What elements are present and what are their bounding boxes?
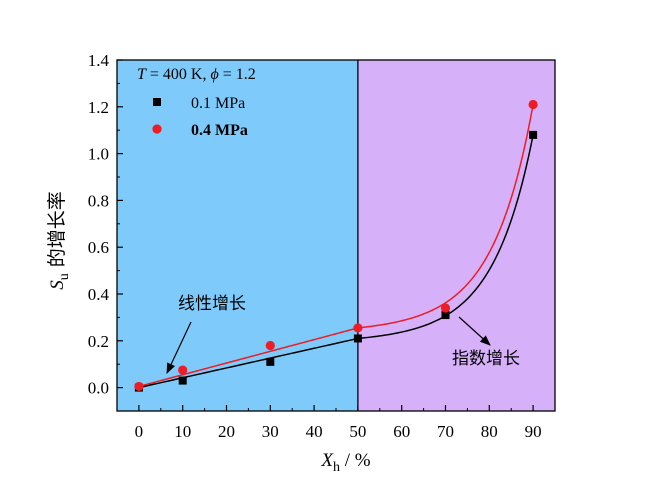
x-axis-symbol: X (320, 450, 334, 471)
x-tick-label-50: 50 (349, 422, 366, 441)
x-tick-label-60: 60 (393, 422, 410, 441)
data-point-s1-3 (353, 334, 362, 343)
x-axis-title: Xh / % (320, 450, 370, 475)
x-tick-label-10: 10 (174, 422, 191, 441)
y-tick-label-0.4: 0.4 (88, 285, 110, 304)
data-point-s1-2 (266, 357, 275, 366)
data-point-s2-3 (353, 323, 363, 333)
data-point-s2-1 (178, 365, 188, 375)
x-tick-label-0: 0 (135, 422, 144, 441)
y-tick-label-1: 1.0 (88, 145, 109, 164)
data-point-s2-2 (265, 340, 275, 351)
y-tick-label-0.2: 0.2 (88, 332, 109, 351)
y-tick-label-0: 0.0 (88, 379, 109, 398)
data-point-s1-5 (529, 130, 538, 139)
phi-value: = 1.2 (219, 66, 256, 83)
x-tick-label-90: 90 (525, 422, 542, 441)
y-axis-text: 的增长率 (46, 191, 68, 273)
x-tick-label-30: 30 (262, 422, 279, 441)
condition-label: T = 400 K, ϕ = 1.2 (137, 66, 256, 83)
exponential-growth-label: 指数增长 (452, 349, 520, 369)
data-point-s2-0 (134, 381, 144, 392)
legend-marker-2 (152, 124, 162, 134)
y-tick-label-1.4: 1.4 (88, 51, 110, 70)
fit-curve-2 (138, 104, 534, 388)
phi-symbol: ϕ (210, 66, 218, 83)
x-axis-unit: / % (340, 450, 371, 471)
y-tick-label-0.6: 0.6 (88, 238, 109, 257)
exponential-region (357, 60, 555, 411)
data-point-s1-4 (441, 311, 450, 320)
linear-growth-arrow (166, 321, 192, 374)
x-tick-label-80: 80 (481, 422, 498, 441)
data-point-s1-1 (178, 376, 187, 385)
temperature-symbol: T (137, 66, 147, 83)
y-axis-title: Su 的增长率 (46, 191, 72, 290)
temperature-value: = 400 K, (146, 66, 211, 83)
legend-label-2: 0.4 MPa (191, 122, 248, 139)
y-axis-subscript: u (57, 273, 72, 280)
exponential-growth-arrow (458, 316, 491, 346)
linear-region (117, 60, 358, 411)
x-tick-label-20: 20 (218, 422, 235, 441)
x-tick-label-70: 70 (437, 422, 454, 441)
x-tick-label-40: 40 (306, 422, 323, 441)
linear-growth-label: 线性增长 (178, 294, 246, 314)
data-point-s2-4 (440, 303, 451, 313)
y-tick-label-0.8: 0.8 (88, 191, 109, 210)
legend-marker-1 (153, 98, 161, 106)
legend-label-1: 0.1 MPa (191, 95, 245, 112)
y-tick-label-1.2: 1.2 (88, 98, 109, 117)
y-axis-symbol: S (47, 280, 68, 290)
data-point-s2-5 (528, 99, 538, 110)
x-axis-subscript: h (333, 460, 340, 475)
fit-curve-1 (138, 134, 534, 389)
